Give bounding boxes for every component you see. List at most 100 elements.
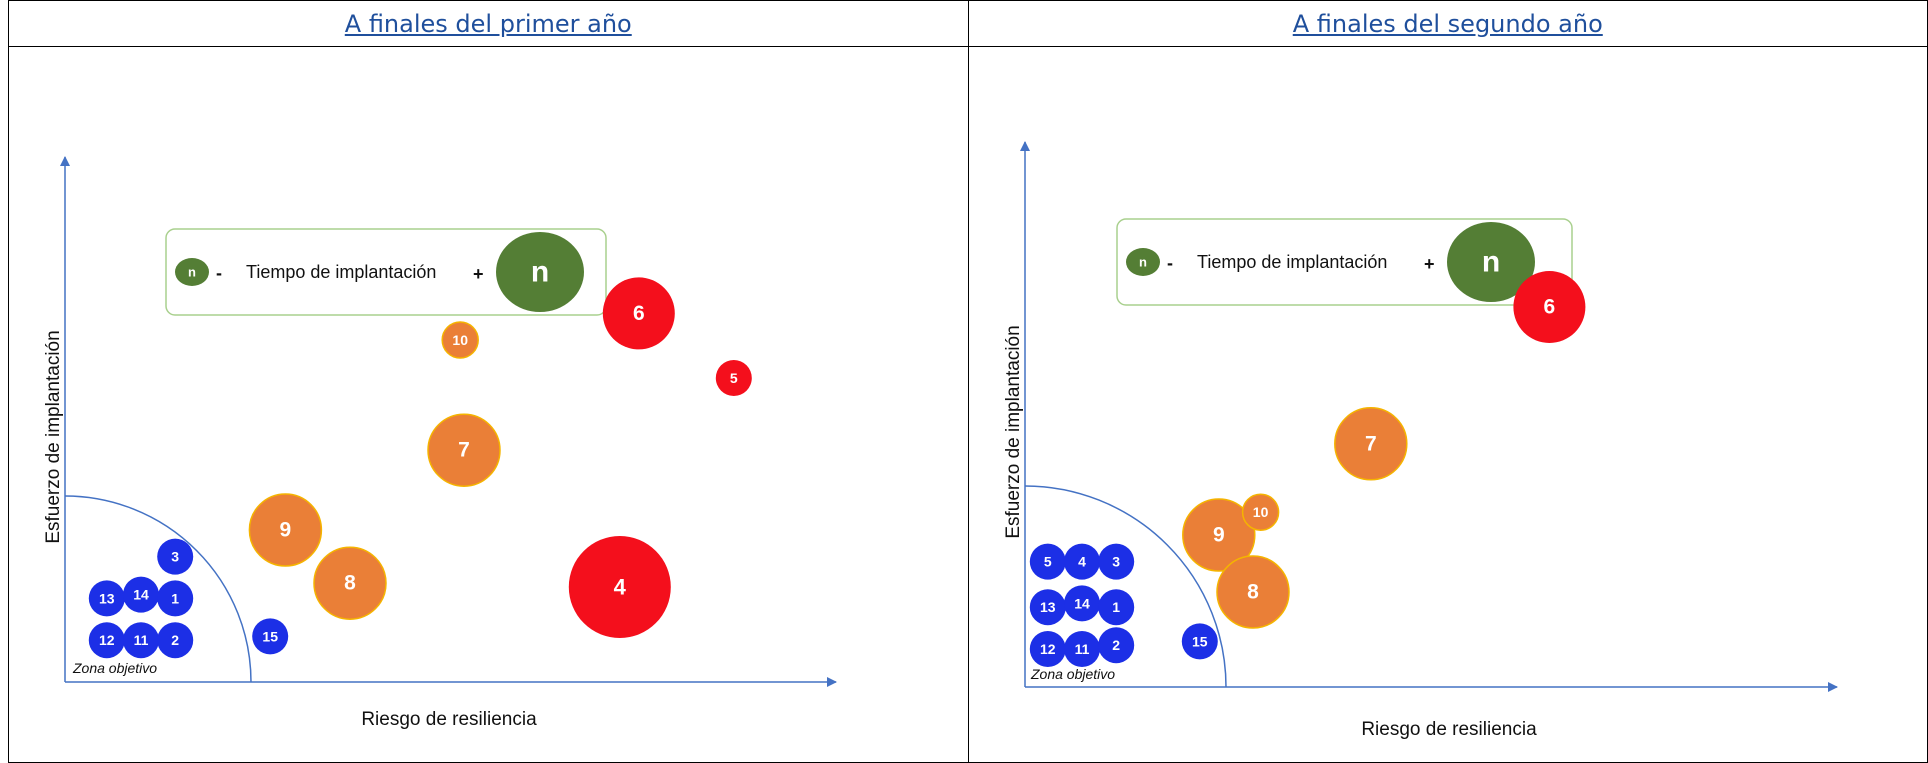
bubble-14[interactable]: 14	[1063, 585, 1100, 622]
bubble-9[interactable]: 9	[248, 493, 323, 567]
bubble-label: 11	[134, 632, 149, 648]
bubble-circle	[123, 622, 159, 659]
legend: n - Tiempo de implantación + n	[1115, 218, 1573, 306]
bubble-3[interactable]: 3	[1097, 543, 1134, 580]
bubble-13[interactable]: 13	[88, 580, 125, 617]
bubble-circle	[313, 546, 387, 620]
legend-small-bubble	[175, 258, 209, 286]
bubble-label: 15	[1192, 633, 1208, 649]
legend-minus: -	[1167, 253, 1173, 273]
header-cell-year-2: A finales del segundo año	[967, 0, 1928, 47]
bubble-label: 1	[171, 590, 179, 606]
comparison-table: A finales del primer año A finales del s…	[8, 0, 1928, 763]
bubble-circle	[252, 618, 289, 655]
bubble-circle	[123, 576, 159, 613]
bubble-2[interactable]: 2	[157, 622, 194, 659]
bubble-label: 5	[730, 370, 738, 386]
bubble-label: 12	[99, 632, 115, 648]
legend-large-bubble	[1446, 222, 1535, 302]
bubble-10[interactable]: 10	[441, 321, 479, 359]
bubble-circle	[568, 536, 671, 638]
bubble-8[interactable]: 8	[313, 546, 387, 620]
bubble-circle	[1241, 493, 1279, 531]
header-title-year-2[interactable]: A finales del segundo año	[1292, 9, 1603, 38]
bubble-circle	[1333, 407, 1408, 481]
bubble-label: 8	[1247, 581, 1259, 604]
bubble-label: 6	[1543, 296, 1555, 319]
bubble-1[interactable]: 1	[1097, 589, 1134, 626]
bubble-label: 9	[280, 519, 292, 542]
legend-small-label: n	[188, 265, 196, 280]
bubble-12[interactable]: 12	[1029, 631, 1066, 667]
legend: n - Tiempo de implantación + n	[165, 228, 607, 316]
bubble-6[interactable]: 6	[1512, 271, 1585, 343]
bubble-circle	[1512, 271, 1585, 343]
target-zone-arc	[1024, 485, 1227, 688]
chart-cell-year-2: Riesgo de resiliencia Esfuerzo de implant…	[967, 46, 1928, 763]
bubble-label: 2	[1112, 637, 1120, 653]
bubble-7[interactable]: 7	[427, 413, 501, 487]
bubble-11[interactable]: 11	[1063, 631, 1100, 667]
bubble-circle	[1029, 631, 1066, 667]
bubble-circle	[1063, 543, 1100, 580]
header-title-year-1[interactable]: A finales del primer año	[344, 9, 632, 38]
bubble-6[interactable]: 6	[602, 277, 675, 350]
x-axis-label: Riesgo de resiliencia	[1361, 719, 1537, 740]
bubble-label: 13	[1040, 599, 1056, 615]
bubble-12[interactable]: 12	[88, 622, 125, 659]
bubble-circle	[1029, 589, 1066, 626]
bubble-label: 7	[1364, 432, 1376, 455]
bubble-circle	[1063, 631, 1100, 667]
bubble-circle	[1181, 623, 1218, 660]
legend-large-label: n	[531, 256, 549, 289]
comparison-grid: A finales del primer año A finales del s…	[8, 0, 1928, 763]
bubble-label: 7	[458, 439, 470, 462]
bubble-label: 14	[133, 587, 149, 603]
bubble-circle	[157, 538, 194, 575]
bubble-5[interactable]: 5	[715, 360, 752, 396]
bubble-label: 5	[1043, 554, 1051, 570]
bubble-13[interactable]: 13	[1029, 589, 1066, 626]
bubble-3[interactable]: 3	[157, 538, 194, 575]
bubble-15[interactable]: 15	[1181, 623, 1218, 660]
bubble-4[interactable]: 4	[568, 536, 671, 638]
bubble-label: 3	[1112, 554, 1120, 570]
legend-minus: -	[216, 263, 222, 283]
header-cell-year-1: A finales del primer año	[8, 0, 969, 47]
bubble-circle	[1097, 543, 1134, 580]
bubble-2[interactable]: 2	[1097, 627, 1134, 664]
target-zone-arc	[64, 495, 252, 683]
bubble-circle	[88, 622, 125, 659]
bubble-11[interactable]: 11	[123, 622, 159, 659]
legend-small-bubble	[1125, 248, 1160, 276]
bubble-1[interactable]: 1	[157, 580, 194, 617]
bubble-label: 15	[262, 628, 278, 644]
bubble-circle	[1215, 555, 1290, 629]
bubble-circle	[1063, 585, 1100, 622]
bubble-label: 10	[1252, 504, 1268, 520]
bubble-label: 8	[344, 572, 356, 595]
bubble-circle	[157, 580, 194, 617]
bubble-circle	[441, 321, 479, 359]
bubble-circle	[1029, 543, 1066, 580]
legend-plus: +	[1424, 254, 1435, 274]
bubble-7[interactable]: 7	[1333, 407, 1408, 481]
bubble-10[interactable]: 10	[1241, 493, 1279, 531]
bubble-chart-year-2: Riesgo de resiliencia Esfuerzo de implant…	[1003, 141, 1838, 740]
bubble-label: 4	[614, 575, 627, 600]
bubble-5[interactable]: 5	[1029, 543, 1066, 580]
bubble-14[interactable]: 14	[123, 576, 159, 613]
bubble-label: 4	[1078, 554, 1086, 570]
bubble-label: 12	[1040, 641, 1056, 657]
legend-large-label: n	[1481, 246, 1499, 279]
bubble-circle	[157, 622, 194, 659]
legend-box	[165, 228, 607, 316]
bubble-circle	[1097, 589, 1134, 626]
bubble-4[interactable]: 4	[1063, 543, 1100, 580]
bubble-label: 14	[1074, 595, 1090, 611]
bubble-9[interactable]: 9	[1181, 498, 1256, 572]
bubble-8[interactable]: 8	[1215, 555, 1290, 629]
bubble-15[interactable]: 15	[252, 618, 289, 655]
zone-label: Zona objetivo	[72, 660, 157, 676]
legend-text: Tiempo de implantación	[1197, 252, 1387, 272]
